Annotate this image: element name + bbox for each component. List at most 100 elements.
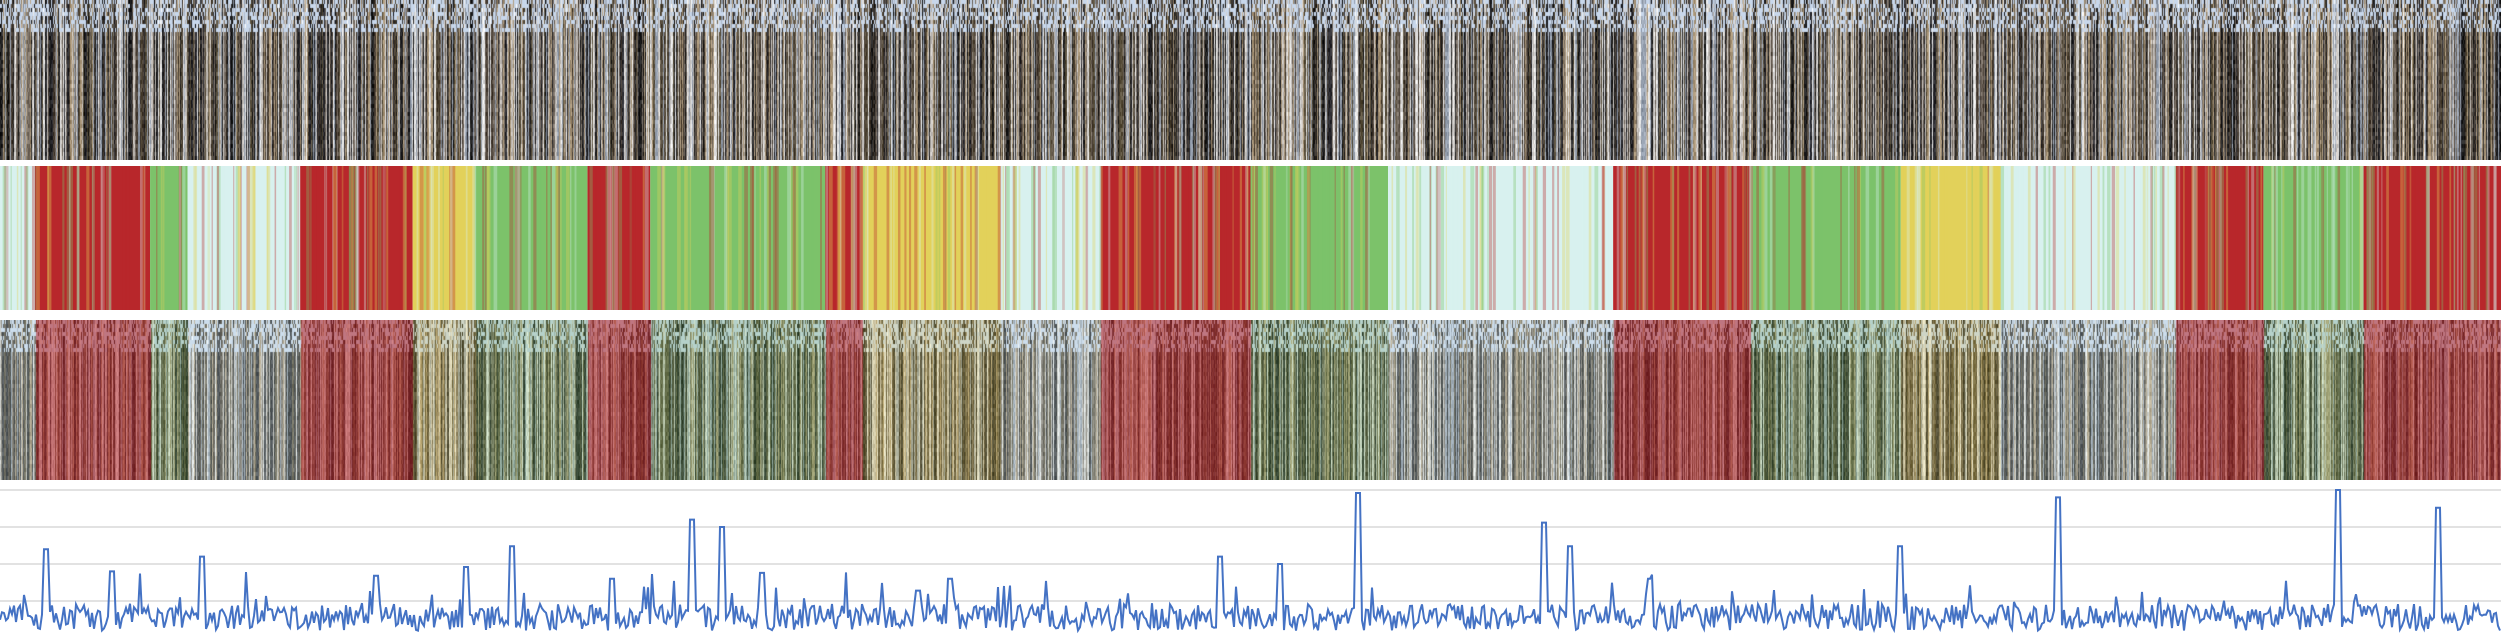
heatmap-texture-line (1013, 160, 1017, 320)
heatmap-texture-line (2281, 160, 2283, 320)
heatmap-texture-line (73, 160, 75, 320)
heatmap-texture-line (76, 160, 80, 320)
heatmap-texture-line (1191, 160, 1195, 320)
heatmap-texture-line (472, 160, 477, 320)
heatmap-texture-line (574, 160, 577, 320)
peak-point (1280, 563, 1282, 565)
heatmap-texture-line (657, 160, 661, 320)
heatmap-texture-line (2072, 160, 2074, 320)
heatmap-texture-line (486, 160, 491, 320)
heatmap-texture-line (1153, 160, 1158, 320)
heatmap-texture-line (2427, 160, 2430, 320)
heatmap-texture-line (2218, 160, 2222, 320)
heatmap-texture-line (1445, 160, 1447, 320)
heatmap-texture-line (333, 160, 337, 320)
heatmap-texture-line (811, 160, 815, 320)
heatmap-texture-line (193, 160, 196, 320)
heatmap-texture-line (247, 160, 250, 320)
heatmap-texture-line (100, 160, 105, 320)
heatmap-texture-line (710, 160, 715, 320)
heatmap-texture-line (465, 160, 468, 320)
heatmap-texture-line (738, 160, 742, 320)
heatmap-texture-line (1623, 160, 1627, 320)
heatmap-texture-line (1481, 160, 1485, 320)
heatmap-texture-line (767, 160, 770, 320)
heatmap-texture-line (363, 160, 367, 320)
heatmap-texture-line (1638, 160, 1642, 320)
heatmap-texture-line (2403, 160, 2405, 320)
heatmap-texture-line (2159, 160, 2164, 320)
heatmap-texture-line (1552, 160, 1555, 320)
heatmap-texture-line (1261, 160, 1266, 320)
heatmap-texture-line (661, 160, 666, 320)
heatmap-texture-line (828, 160, 833, 320)
heatmap-segment (475, 160, 588, 320)
heatmap-texture-line (2436, 160, 2440, 320)
heatmap-texture-line (935, 160, 940, 320)
heatmap-texture-line (795, 160, 799, 320)
heatmap-texture-line (2235, 160, 2238, 320)
heatmap-texture-line (2183, 160, 2185, 320)
heatmap-texture-line (246, 160, 250, 320)
heatmap-texture-line (2256, 160, 2259, 320)
heatmap-texture-line (1528, 160, 1530, 320)
peak-point (762, 572, 764, 574)
heatmap-texture-line (1199, 160, 1203, 320)
heatmap-texture-line (528, 160, 531, 320)
heatmap-texture-line (864, 160, 867, 320)
heatmap-texture-line (841, 160, 846, 320)
heatmap-texture-line (379, 160, 382, 320)
heatmap-texture-line (2124, 160, 2126, 320)
heatmap-texture-line (139, 160, 143, 320)
heatmap-texture-line (1875, 160, 1879, 320)
heatmap-texture-line (1729, 160, 1732, 320)
heatmap-texture-line (893, 160, 895, 320)
heatmap-texture-line (1405, 160, 1408, 320)
heatmap-texture-line (1692, 160, 1697, 320)
peak-point (917, 590, 919, 592)
heatmap-texture-line (897, 160, 901, 320)
heatmap-segment (1613, 160, 1751, 320)
heatmap-texture-line (1245, 160, 1249, 320)
heatmap-texture-line (493, 160, 498, 320)
heatmap-texture-line (1913, 160, 1916, 320)
heatmap-texture-line (969, 160, 972, 320)
heatmap-texture-line (316, 160, 321, 320)
heatmap-texture-line (2274, 160, 2276, 320)
heatmap-texture-line (62, 160, 65, 320)
heatmap-texture-line (1127, 160, 1130, 320)
heatmap-texture-line (749, 160, 754, 320)
heatmap-texture-line (1553, 160, 1558, 320)
heatmap-texture-line (997, 160, 1002, 320)
heatmap-texture-line (1266, 160, 1269, 320)
heatmap-texture-line (1533, 160, 1537, 320)
heatmap-texture-line (801, 160, 804, 320)
heatmap-texture-line (235, 160, 239, 320)
heatmap-texture-line (297, 160, 301, 320)
heatmap-texture-line (126, 160, 130, 320)
heatmap-texture-line (36, 160, 40, 320)
heatmap-texture-line (252, 160, 256, 320)
heatmap-texture-line (518, 160, 521, 320)
heatmap-texture-line (944, 160, 946, 320)
heatmap-texture-line (426, 160, 431, 320)
heatmap-texture-line (1174, 160, 1178, 320)
heatmap-texture-line (86, 160, 90, 320)
heatmap-texture-line (1306, 160, 1311, 320)
heatmap-texture-line (399, 160, 401, 320)
heatmap-texture-line (1218, 160, 1222, 320)
heatmap-texture-line (2331, 160, 2334, 320)
heatmap-texture-line (2204, 160, 2208, 320)
heatmap-texture-line (970, 160, 972, 320)
heatmap-texture-line (1926, 160, 1930, 320)
heatmap-texture-line (1670, 160, 1675, 320)
heatmap-texture-line (31, 160, 36, 320)
heatmap-texture-line (1535, 160, 1537, 320)
heatmap-texture-line (92, 160, 96, 320)
heatmap-texture-line (1623, 160, 1627, 320)
heatmap-texture-line (1435, 160, 1438, 320)
heatmap-texture-line (1916, 160, 1921, 320)
heatmap-texture-line (2133, 160, 2135, 320)
heatmap-texture-line (1180, 160, 1182, 320)
heatmap-texture-line (918, 160, 921, 320)
